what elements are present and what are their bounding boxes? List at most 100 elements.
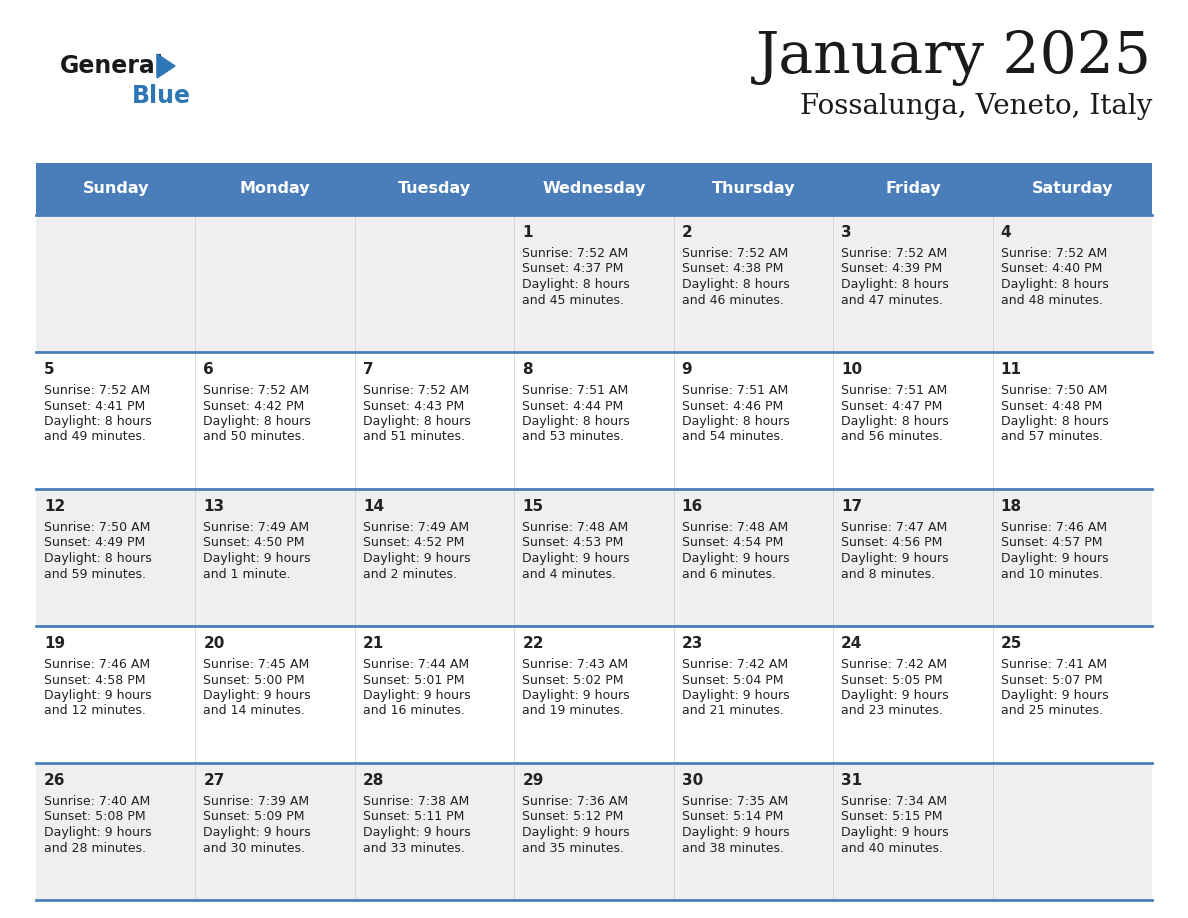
Text: Daylight: 8 hours: Daylight: 8 hours [44,552,152,565]
Text: Daylight: 8 hours: Daylight: 8 hours [523,415,630,428]
Text: Sunset: 4:43 PM: Sunset: 4:43 PM [362,399,465,412]
Text: General: General [61,54,164,78]
Text: Sunrise: 7:50 AM: Sunrise: 7:50 AM [1000,384,1107,397]
Text: 20: 20 [203,636,225,651]
Bar [674,489,833,626]
Text: 29: 29 [523,773,544,788]
Text: Daylight: 9 hours: Daylight: 9 hours [1000,552,1108,565]
Text: Daylight: 8 hours: Daylight: 8 hours [841,278,949,291]
Text: 15: 15 [523,499,543,514]
Text: 5: 5 [44,362,55,377]
Text: and 50 minutes.: and 50 minutes. [203,431,305,443]
Text: Sunset: 5:14 PM: Sunset: 5:14 PM [682,811,783,823]
Bar [833,626,992,763]
Text: Sunset: 4:37 PM: Sunset: 4:37 PM [523,263,624,275]
Text: Sunset: 4:56 PM: Sunset: 4:56 PM [841,536,942,550]
Text: 21: 21 [362,636,384,651]
Text: Sunrise: 7:45 AM: Sunrise: 7:45 AM [203,658,310,671]
Text: and 21 minutes.: and 21 minutes. [682,704,784,718]
Bar [355,626,514,763]
Text: and 2 minutes.: and 2 minutes. [362,567,457,580]
Text: 3: 3 [841,225,852,240]
Bar [833,489,992,626]
Text: Sunset: 5:12 PM: Sunset: 5:12 PM [523,811,624,823]
Text: Daylight: 8 hours: Daylight: 8 hours [682,415,790,428]
Text: Daylight: 8 hours: Daylight: 8 hours [362,415,470,428]
Text: Sunrise: 7:46 AM: Sunrise: 7:46 AM [1000,521,1107,534]
Text: Sunset: 4:41 PM: Sunset: 4:41 PM [44,399,145,412]
Text: Daylight: 9 hours: Daylight: 9 hours [203,826,311,839]
Bar [36,215,196,352]
Text: and 10 minutes.: and 10 minutes. [1000,567,1102,580]
Text: Sunset: 5:05 PM: Sunset: 5:05 PM [841,674,943,687]
Text: and 57 minutes.: and 57 minutes. [1000,431,1102,443]
Bar [514,763,674,900]
Text: Sunset: 4:44 PM: Sunset: 4:44 PM [523,399,624,412]
Text: Wednesday: Wednesday [542,182,646,196]
Bar [196,489,355,626]
Text: 6: 6 [203,362,214,377]
Bar [36,352,196,489]
Bar [992,489,1152,626]
Text: Sunrise: 7:44 AM: Sunrise: 7:44 AM [362,658,469,671]
Text: 4: 4 [1000,225,1011,240]
Text: Sunset: 4:50 PM: Sunset: 4:50 PM [203,536,305,550]
Text: Sunrise: 7:41 AM: Sunrise: 7:41 AM [1000,658,1107,671]
Text: Daylight: 9 hours: Daylight: 9 hours [44,689,152,702]
Text: Daylight: 9 hours: Daylight: 9 hours [682,552,789,565]
Text: and 28 minutes.: and 28 minutes. [44,842,146,855]
Text: 28: 28 [362,773,384,788]
Text: Sunrise: 7:51 AM: Sunrise: 7:51 AM [523,384,628,397]
Text: Sunrise: 7:43 AM: Sunrise: 7:43 AM [523,658,628,671]
Text: and 53 minutes.: and 53 minutes. [523,431,624,443]
Text: Sunrise: 7:51 AM: Sunrise: 7:51 AM [841,384,947,397]
Text: Daylight: 9 hours: Daylight: 9 hours [841,552,949,565]
Text: Sunset: 4:42 PM: Sunset: 4:42 PM [203,399,304,412]
Text: and 12 minutes.: and 12 minutes. [44,704,146,718]
Text: 1: 1 [523,225,532,240]
Bar [196,626,355,763]
Bar [833,763,992,900]
Text: Sunset: 4:53 PM: Sunset: 4:53 PM [523,536,624,550]
Text: 12: 12 [44,499,65,514]
Bar [992,215,1152,352]
Bar [833,215,992,352]
Text: 27: 27 [203,773,225,788]
Text: Sunset: 4:52 PM: Sunset: 4:52 PM [362,536,465,550]
Text: Daylight: 8 hours: Daylight: 8 hours [1000,415,1108,428]
Bar [514,352,674,489]
Bar [36,163,1152,215]
Text: 11: 11 [1000,362,1022,377]
Text: Sunset: 5:01 PM: Sunset: 5:01 PM [362,674,465,687]
Bar [196,215,355,352]
Text: 26: 26 [44,773,65,788]
Text: Sunrise: 7:52 AM: Sunrise: 7:52 AM [841,247,947,260]
Text: 30: 30 [682,773,703,788]
Text: and 54 minutes.: and 54 minutes. [682,431,784,443]
Text: Daylight: 9 hours: Daylight: 9 hours [682,689,789,702]
Text: Daylight: 9 hours: Daylight: 9 hours [523,552,630,565]
Text: 9: 9 [682,362,693,377]
Text: Friday: Friday [885,182,941,196]
Text: and 4 minutes.: and 4 minutes. [523,567,617,580]
Bar [196,763,355,900]
Bar [992,352,1152,489]
Text: Daylight: 8 hours: Daylight: 8 hours [523,278,630,291]
Text: Sunrise: 7:50 AM: Sunrise: 7:50 AM [44,521,151,534]
Bar [36,763,196,900]
Text: 13: 13 [203,499,225,514]
Text: Daylight: 9 hours: Daylight: 9 hours [203,552,311,565]
Text: and 30 minutes.: and 30 minutes. [203,842,305,855]
Bar [674,215,833,352]
Text: and 48 minutes.: and 48 minutes. [1000,294,1102,307]
Text: Daylight: 9 hours: Daylight: 9 hours [841,689,949,702]
Bar [514,489,674,626]
Text: Sunrise: 7:39 AM: Sunrise: 7:39 AM [203,795,310,808]
Text: Daylight: 9 hours: Daylight: 9 hours [203,689,311,702]
Text: Sunrise: 7:40 AM: Sunrise: 7:40 AM [44,795,150,808]
Text: Daylight: 8 hours: Daylight: 8 hours [44,415,152,428]
Text: Daylight: 9 hours: Daylight: 9 hours [1000,689,1108,702]
Text: Sunrise: 7:38 AM: Sunrise: 7:38 AM [362,795,469,808]
Bar [833,352,992,489]
Text: Sunrise: 7:52 AM: Sunrise: 7:52 AM [44,384,150,397]
